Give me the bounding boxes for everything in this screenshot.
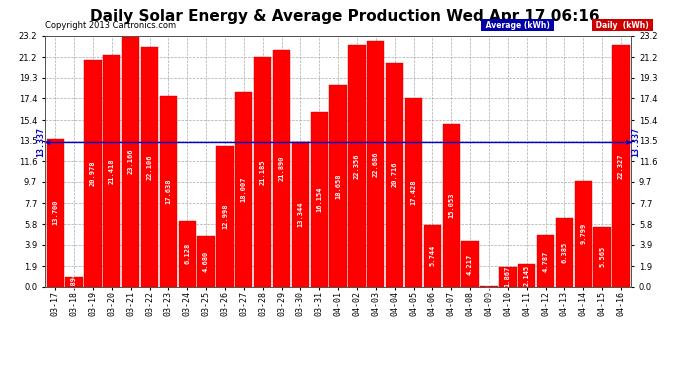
Text: 5.565: 5.565 — [599, 246, 605, 267]
Text: 6.128: 6.128 — [184, 243, 190, 264]
Text: 18.658: 18.658 — [335, 173, 341, 199]
Text: 20.716: 20.716 — [392, 162, 397, 188]
Text: 0.059: 0.059 — [486, 276, 492, 297]
Bar — [424, 225, 441, 287]
Text: 6.385: 6.385 — [562, 242, 567, 263]
Text: 21.185: 21.185 — [259, 159, 266, 185]
Bar — [46, 138, 64, 287]
Bar — [141, 48, 158, 287]
Bar — [329, 85, 347, 287]
Bar — [103, 55, 121, 287]
Bar — [122, 36, 139, 287]
Bar — [159, 96, 177, 287]
Text: 16.154: 16.154 — [316, 187, 322, 212]
Bar — [575, 181, 592, 287]
Bar — [84, 60, 101, 287]
Text: 22.686: 22.686 — [373, 151, 379, 177]
Bar — [499, 267, 517, 287]
Text: 5.744: 5.744 — [429, 245, 435, 266]
Text: 0.894: 0.894 — [71, 272, 77, 292]
Bar — [367, 41, 384, 287]
Bar — [235, 92, 253, 287]
Text: 2.145: 2.145 — [524, 265, 530, 286]
Text: 4.680: 4.680 — [203, 251, 209, 272]
Bar — [216, 146, 234, 287]
Text: 23.166: 23.166 — [128, 148, 134, 174]
Text: 21.418: 21.418 — [109, 158, 115, 184]
Bar — [405, 98, 422, 287]
Text: 13.700: 13.700 — [52, 200, 58, 225]
Bar — [66, 277, 83, 287]
Text: Average (kWh): Average (kWh) — [483, 21, 553, 30]
Text: 9.799: 9.799 — [580, 223, 586, 245]
Bar — [462, 241, 479, 287]
Text: 12.998: 12.998 — [222, 204, 228, 229]
Text: 13.344: 13.344 — [297, 202, 304, 227]
Text: 21.890: 21.890 — [279, 156, 284, 181]
Bar — [292, 142, 309, 287]
Bar — [612, 45, 630, 287]
Text: 22.356: 22.356 — [354, 153, 360, 178]
Bar — [273, 50, 290, 287]
Text: 15.053: 15.053 — [448, 193, 454, 218]
Text: 13.337: 13.337 — [631, 128, 640, 158]
Text: Daily  (kWh): Daily (kWh) — [593, 21, 652, 30]
Bar — [555, 218, 573, 287]
Text: 18.007: 18.007 — [241, 177, 247, 202]
Bar — [310, 112, 328, 287]
Bar — [537, 235, 554, 287]
Bar — [348, 45, 366, 287]
Bar — [442, 124, 460, 287]
Bar — [480, 286, 497, 287]
Bar — [254, 57, 271, 287]
Bar — [593, 226, 611, 287]
Text: 22.106: 22.106 — [146, 154, 152, 180]
Text: 1.867: 1.867 — [505, 266, 511, 287]
Text: 17.638: 17.638 — [166, 178, 171, 204]
Text: 17.428: 17.428 — [411, 180, 417, 205]
Text: Daily Solar Energy & Average Production Wed Apr 17 06:16: Daily Solar Energy & Average Production … — [90, 9, 600, 24]
Bar — [197, 236, 215, 287]
Text: 13.337: 13.337 — [36, 128, 45, 158]
Text: 22.327: 22.327 — [618, 153, 624, 179]
Text: 4.787: 4.787 — [542, 251, 549, 272]
Text: 4.217: 4.217 — [467, 254, 473, 274]
Bar — [179, 220, 196, 287]
Text: 20.978: 20.978 — [90, 160, 96, 186]
Bar — [386, 63, 404, 287]
Text: Copyright 2013 Cartronics.com: Copyright 2013 Cartronics.com — [45, 21, 176, 30]
Bar — [518, 264, 535, 287]
